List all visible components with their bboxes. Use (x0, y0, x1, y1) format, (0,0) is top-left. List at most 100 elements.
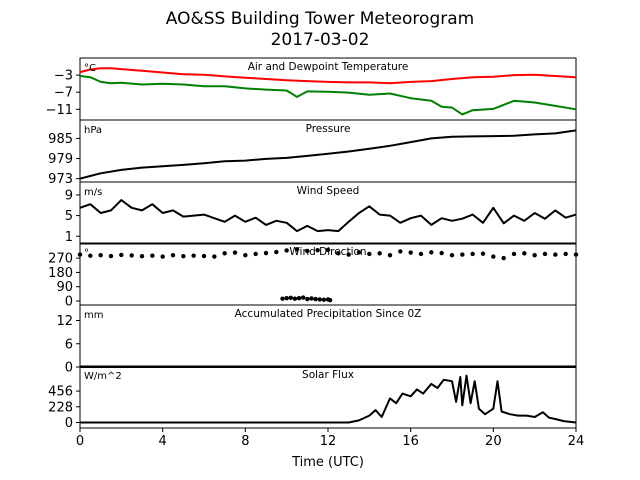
series-line-1 (80, 374, 577, 424)
panel-title: Accumulated Precipitation Since 0Z (235, 308, 422, 320)
data-point (263, 250, 269, 256)
x-tick-label: 20 (485, 434, 502, 449)
figure-subtitle: 2017-03-02 (271, 30, 370, 50)
y-tick-label: −11 (46, 103, 73, 118)
y-tick-label: 90 (56, 280, 73, 295)
x-tick-label: 8 (241, 434, 249, 449)
x-tick-label: 0 (76, 434, 84, 449)
data-point (170, 253, 176, 258)
x-tick-label: 16 (402, 434, 419, 449)
data-point (367, 251, 372, 257)
panel-title: Wind Direction (289, 246, 366, 258)
data-point (284, 295, 289, 301)
panel-unit: mm (84, 310, 103, 321)
figure-title: AO&SS Building Tower Meteorogram (166, 9, 474, 29)
data-point (243, 253, 248, 258)
data-point (532, 253, 537, 258)
data-point (501, 255, 506, 261)
data-point (222, 251, 227, 256)
data-point (181, 253, 186, 259)
data-point (119, 252, 124, 258)
panel-unit: hPa (84, 125, 102, 136)
data-point (288, 295, 293, 301)
data-point (280, 296, 285, 301)
data-point (377, 251, 382, 256)
data-point (88, 253, 93, 258)
data-point (98, 253, 103, 258)
y-tick-label: 973 (48, 172, 73, 187)
data-point (356, 250, 362, 255)
data-point (150, 253, 155, 258)
x-axis: 0 4 8 12 16 20 24 (76, 428, 584, 449)
series-line-1 (79, 199, 577, 233)
panel-1: −3 −7 −11 °C Air and Dewpoint Temperature (46, 57, 577, 121)
data-point (191, 253, 196, 258)
data-point (418, 251, 424, 257)
data-point (77, 252, 83, 257)
data-point (232, 250, 238, 255)
data-point (292, 296, 298, 301)
x-tick-label: 4 (159, 434, 167, 449)
panel-unit: m/s (84, 187, 102, 198)
panel-3: 1 5 9 m/s Wind Speed (65, 181, 577, 245)
data-point (294, 247, 300, 252)
data-point (321, 297, 327, 302)
panel-title: Wind Speed (297, 185, 360, 197)
y-tick-label: 6 (65, 337, 73, 352)
data-point (346, 252, 351, 257)
panel-unit: W/m^2 (84, 371, 122, 382)
panel-2: 973 979 985 hPa Pressure (48, 119, 577, 187)
data-point (317, 297, 322, 302)
data-point (573, 252, 579, 257)
y-tick-label: 0 (65, 416, 73, 431)
data-point (491, 254, 496, 259)
panel-title: Solar Flux (302, 369, 354, 381)
y-tick-label: 979 (48, 152, 73, 167)
data-point (553, 252, 558, 257)
data-point (336, 251, 341, 256)
y-tick-label: −3 (54, 69, 73, 84)
series-line-1 (79, 129, 577, 180)
data-point (108, 253, 114, 259)
data-point (511, 251, 517, 257)
data-point (449, 253, 455, 258)
data-point (284, 248, 289, 253)
y-tick-label: 0 (65, 361, 73, 376)
data-point (563, 251, 568, 257)
data-point (129, 253, 134, 258)
data-point (480, 251, 486, 256)
y-tick-label: 180 (48, 266, 73, 281)
data-point (439, 250, 444, 256)
y-tick-label: 0 (65, 295, 73, 310)
data-point (522, 251, 527, 256)
data-point (387, 253, 393, 258)
series-line-1 (79, 67, 577, 85)
data-point (301, 295, 306, 300)
y-tick-label: 270 (48, 252, 73, 267)
panels: −3 −7 −11 °C Air and Dewpoint Temperature 973… (46, 57, 579, 431)
data-point (398, 249, 403, 254)
y-tick-label: 456 (48, 385, 73, 400)
x-axis-label: Time (UTC) (291, 455, 364, 470)
x-tick-label: 24 (568, 434, 585, 449)
panel-title: Pressure (306, 123, 351, 135)
data-point (325, 247, 331, 253)
y-tick-label: 9 (65, 188, 73, 203)
data-point (305, 248, 310, 254)
y-tick-label: −7 (54, 86, 73, 101)
data-point (253, 251, 258, 257)
data-point (313, 296, 318, 302)
series-line-2 (79, 75, 577, 116)
data-point (460, 252, 465, 257)
data-point (274, 249, 279, 255)
data-point (429, 250, 434, 255)
data-point (315, 247, 320, 253)
panel-unit: °C (84, 63, 96, 74)
data-point (327, 298, 333, 303)
data-point (212, 254, 217, 259)
x-tick-label: 12 (320, 434, 337, 449)
data-point (470, 251, 475, 257)
